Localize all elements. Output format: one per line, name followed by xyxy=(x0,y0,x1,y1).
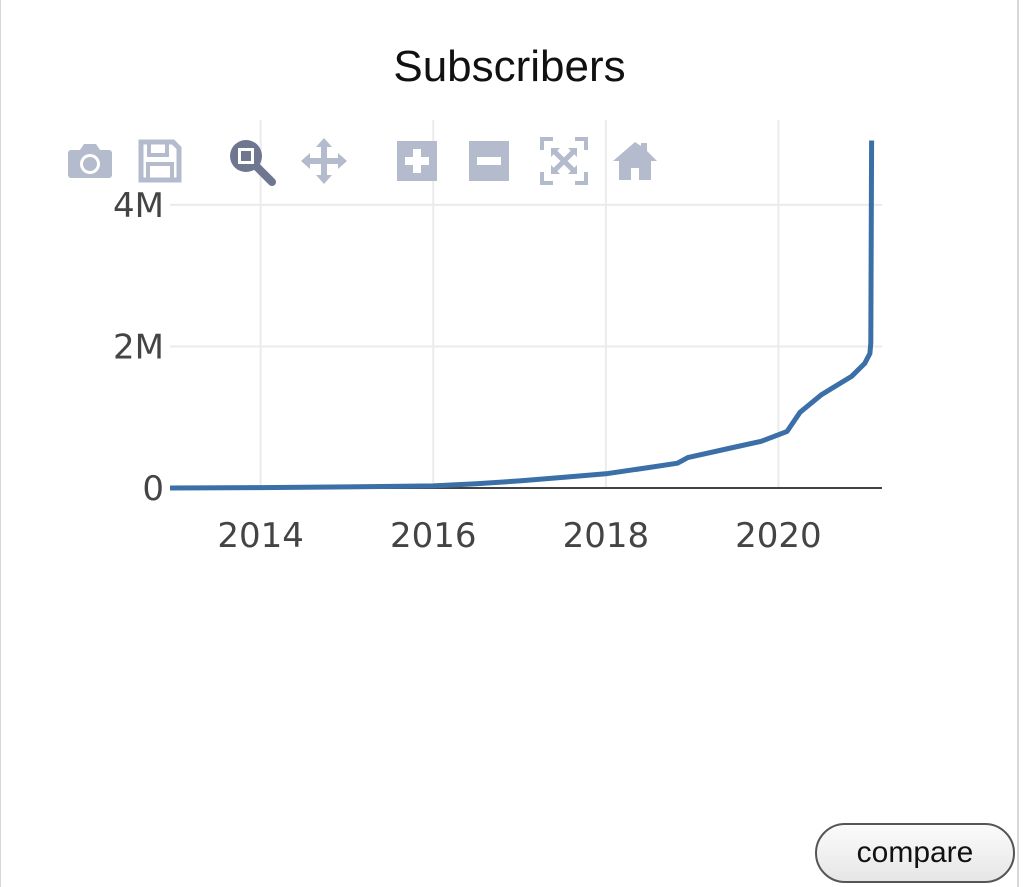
x-tick-label: 2020 xyxy=(735,516,822,556)
zoom-icon[interactable] xyxy=(226,136,278,186)
autoscale-icon[interactable] xyxy=(538,136,590,186)
zoom-in-icon[interactable] xyxy=(391,136,443,186)
y-tick-label: 2M xyxy=(113,327,164,367)
zoom-out-icon[interactable] xyxy=(463,136,515,186)
series-line[interactable] xyxy=(169,140,875,491)
camera-icon[interactable] xyxy=(64,136,116,186)
reset-axes-icon[interactable] xyxy=(609,136,661,186)
chart-title: Subscribers xyxy=(393,42,626,91)
x-tick-label: 2018 xyxy=(563,516,650,556)
y-tick-label: 0 xyxy=(142,469,164,509)
x-tick-label: 2016 xyxy=(390,516,477,556)
x-tick-label: 2014 xyxy=(217,516,304,556)
pan-icon[interactable] xyxy=(298,136,350,186)
save-icon[interactable] xyxy=(134,136,186,186)
y-tick-label: 4M xyxy=(113,186,164,226)
compare-button[interactable]: compare xyxy=(815,823,1015,883)
